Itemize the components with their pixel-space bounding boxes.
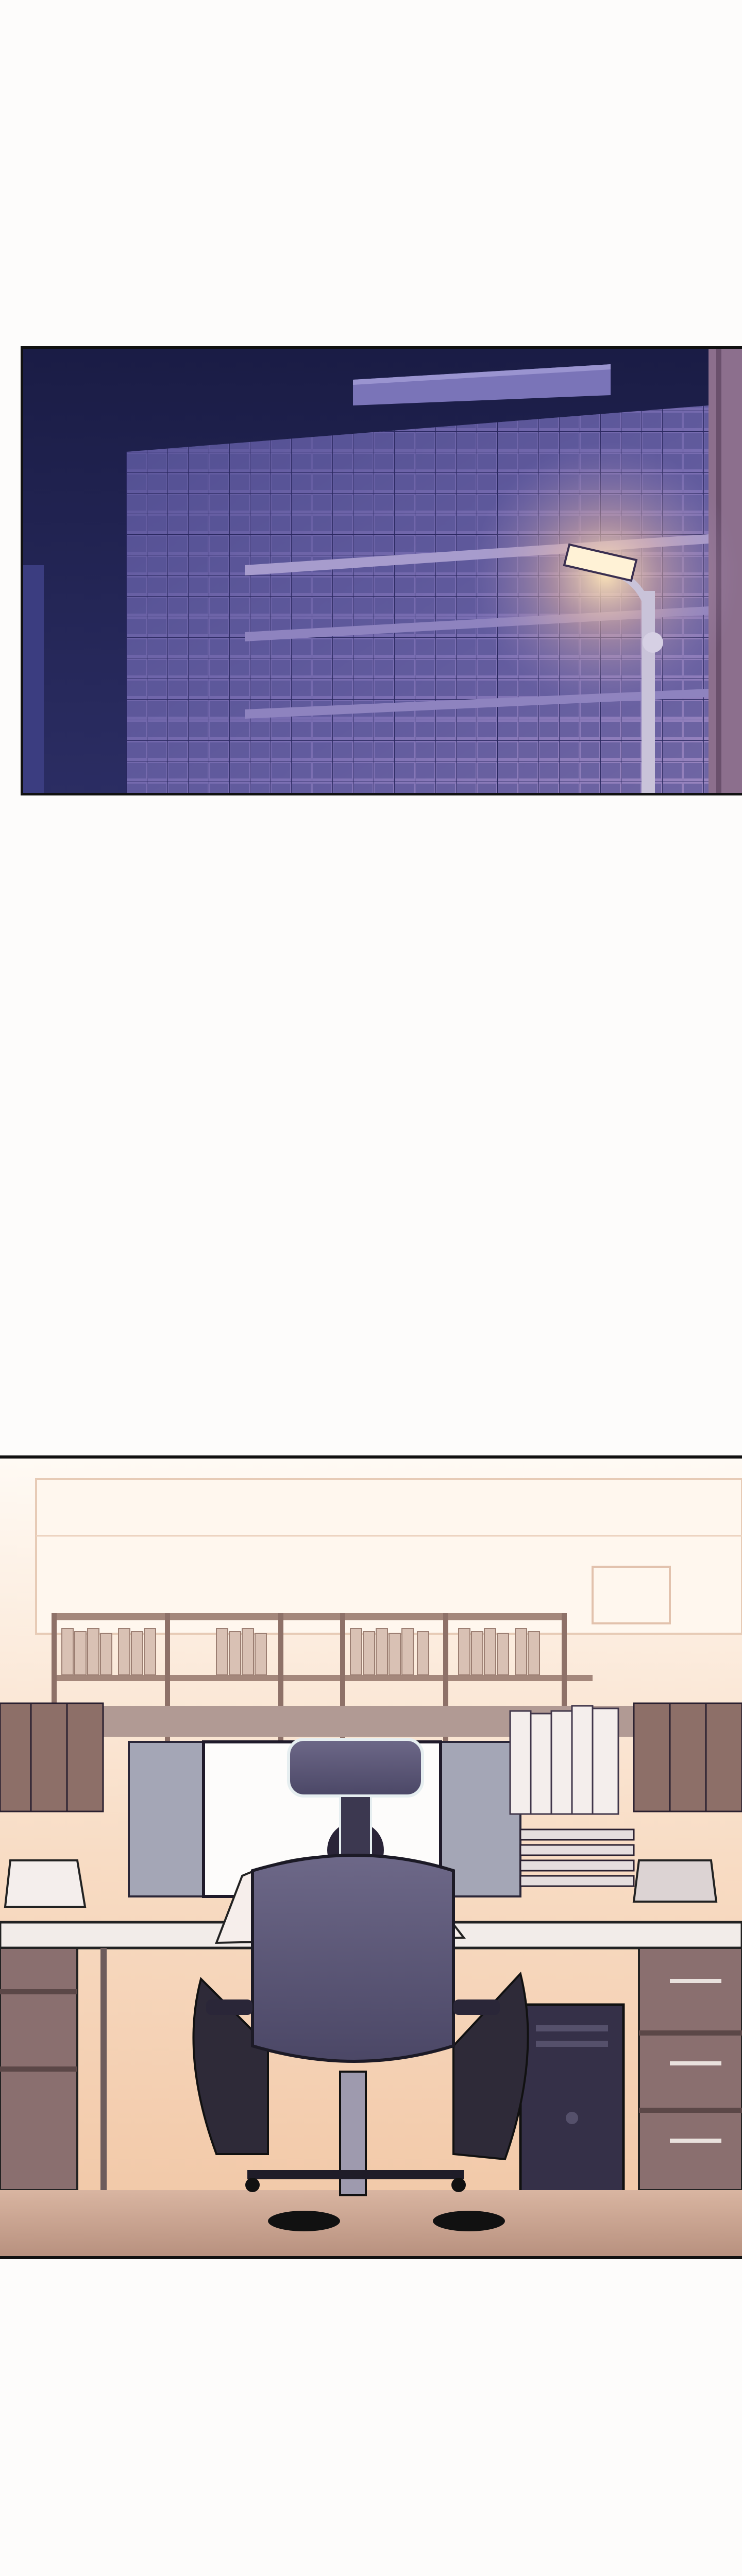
bookshelf	[52, 1613, 593, 1768]
panel-building-night	[21, 346, 742, 795]
panel-office-interior	[0, 1455, 742, 2259]
office-chair	[206, 1738, 500, 2196]
computer-tower	[519, 2003, 625, 2202]
office-interior-illustration	[0, 1459, 742, 2256]
building-night-illustration	[23, 349, 742, 793]
